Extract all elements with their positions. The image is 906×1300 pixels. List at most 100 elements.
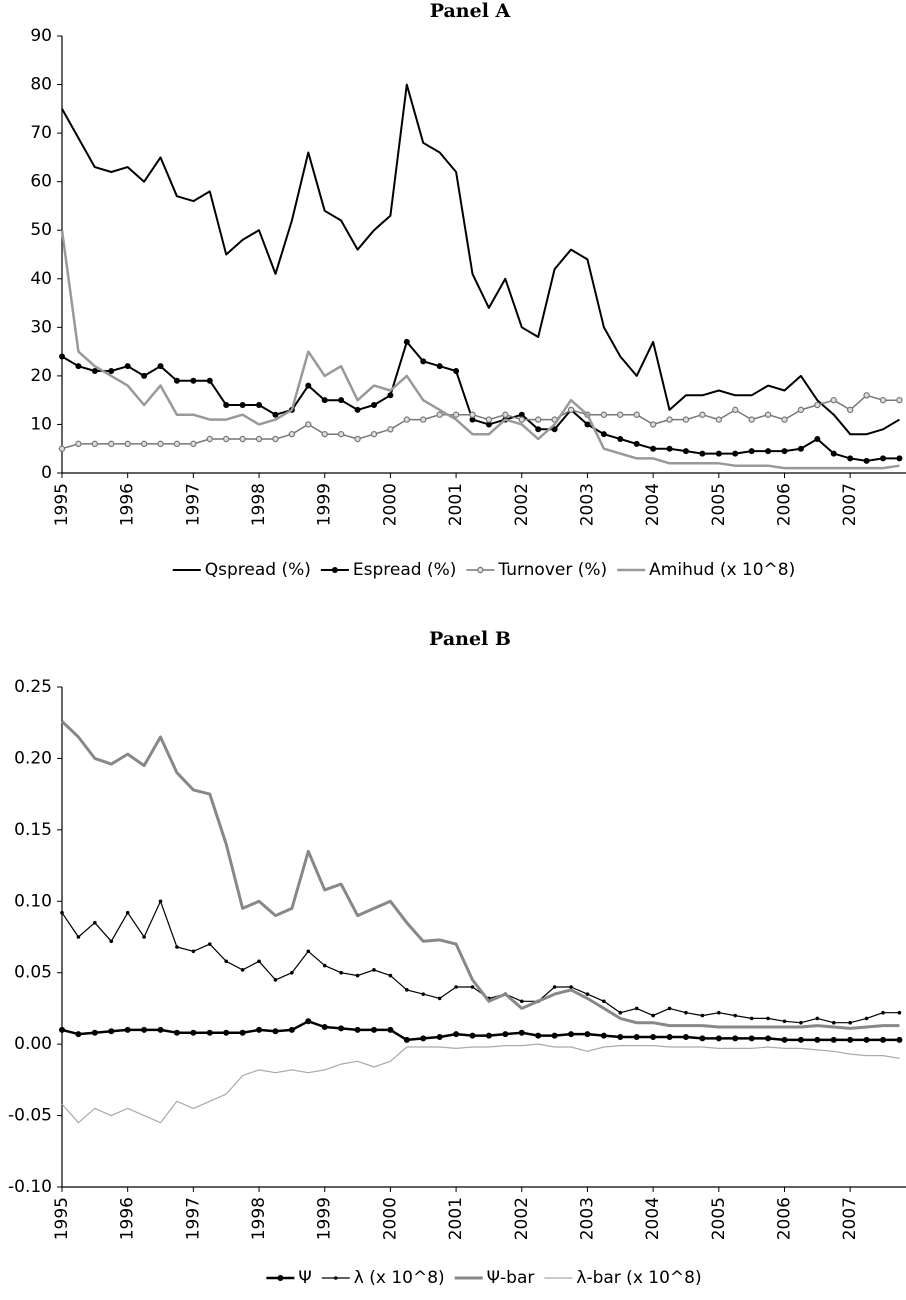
marker: [764, 411, 772, 418]
marker: [600, 411, 608, 418]
marker: [76, 935, 81, 939]
marker: [814, 401, 821, 409]
legend-label: Turnover (%): [497, 560, 607, 580]
marker: [732, 406, 739, 414]
marker: [354, 435, 361, 443]
marker: [175, 945, 179, 949]
marker: [666, 1034, 673, 1040]
marker: [223, 435, 230, 443]
marker: [321, 430, 328, 438]
y-tick-label: 70: [30, 123, 52, 143]
marker: [224, 959, 229, 964]
marker: [387, 426, 394, 433]
marker: [240, 968, 245, 972]
marker: [256, 1026, 263, 1033]
marker: [239, 1029, 246, 1036]
marker: [207, 942, 212, 946]
marker: [781, 448, 788, 455]
panel-title: Panel A: [430, 0, 511, 22]
marker: [848, 1020, 852, 1025]
marker: [272, 411, 279, 418]
marker: [879, 396, 887, 404]
x-tick-label: 1999: [315, 1197, 335, 1240]
marker: [684, 1010, 688, 1015]
x-tick-label: 2000: [380, 1197, 400, 1240]
x-tick-label: 2000: [380, 483, 400, 526]
marker: [305, 421, 312, 428]
marker: [141, 372, 148, 379]
marker: [157, 440, 164, 448]
marker: [666, 416, 673, 423]
x-tick-label: 2004: [643, 1197, 663, 1240]
marker: [666, 445, 673, 452]
marker: [372, 968, 376, 972]
marker: [436, 363, 443, 370]
marker: [748, 448, 755, 455]
marker: [306, 949, 311, 954]
marker: [157, 1026, 164, 1033]
marker: [699, 450, 706, 457]
marker: [797, 406, 805, 414]
legend-marker: [477, 566, 484, 574]
marker: [535, 426, 542, 433]
y-tick-label: -0.10: [8, 1177, 52, 1197]
marker: [109, 939, 114, 944]
marker: [649, 421, 657, 428]
y-tick-label: 80: [30, 75, 52, 95]
marker: [715, 1035, 722, 1042]
marker: [58, 445, 66, 452]
marker: [338, 1025, 345, 1032]
marker: [469, 411, 476, 418]
marker: [141, 1026, 148, 1033]
marker: [206, 1029, 213, 1036]
marker: [338, 397, 345, 404]
marker: [370, 402, 377, 409]
marker: [518, 416, 525, 423]
marker: [846, 406, 854, 414]
y-tick-label: 0.20: [14, 748, 52, 768]
marker: [469, 416, 476, 423]
marker: [585, 992, 590, 996]
marker: [239, 402, 246, 409]
marker: [273, 978, 278, 982]
series-line: [61, 340, 900, 462]
marker: [421, 992, 426, 996]
series-line: [60, 720, 900, 1030]
marker: [617, 411, 624, 418]
marker: [206, 377, 213, 384]
marker: [403, 416, 411, 423]
marker: [552, 985, 557, 989]
marker: [288, 430, 296, 438]
marker: [799, 1020, 803, 1025]
marker: [797, 1036, 804, 1043]
marker: [682, 1034, 689, 1040]
marker: [551, 426, 558, 433]
legend-label: λ (x 10^8): [354, 1268, 445, 1288]
marker: [452, 411, 460, 418]
marker: [732, 1035, 739, 1042]
x-tick-label: 2004: [643, 483, 663, 526]
marker: [354, 406, 361, 413]
x-tick-label: 1995: [52, 483, 72, 526]
marker: [749, 1016, 754, 1021]
marker: [124, 1026, 131, 1033]
marker: [863, 392, 870, 399]
marker: [420, 1035, 427, 1042]
marker: [91, 440, 99, 448]
marker: [470, 985, 475, 989]
marker: [584, 421, 591, 428]
y-tick-label: 0.10: [14, 891, 52, 911]
marker: [272, 435, 279, 443]
y-tick-label: 40: [30, 269, 52, 289]
panel-title: Panel B: [429, 628, 511, 650]
y-tick-label: 50: [30, 220, 52, 240]
marker: [633, 411, 640, 418]
legend-marker: [277, 1275, 284, 1281]
marker: [830, 396, 837, 404]
marker: [847, 1036, 854, 1043]
x-tick-label: 2003: [577, 483, 597, 526]
marker: [387, 392, 394, 399]
marker: [256, 402, 263, 409]
x-tick-label: 1996: [118, 483, 138, 526]
